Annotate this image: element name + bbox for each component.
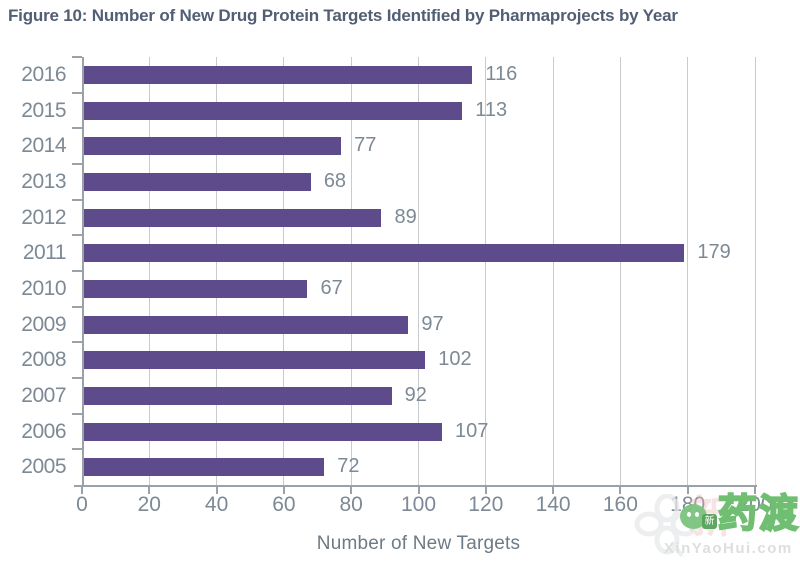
x-tick-label-140: 140 bbox=[535, 493, 571, 516]
x-tick-label-20: 20 bbox=[137, 493, 161, 516]
watermark-badge-icon: 新 bbox=[702, 514, 717, 529]
x-axis-tick-160 bbox=[619, 487, 622, 494]
y-tick-label-2010: 2010 bbox=[21, 276, 66, 300]
y-tick-label-2007: 2007 bbox=[21, 383, 66, 407]
bubble-eye-right bbox=[695, 512, 699, 517]
y-axis-line bbox=[82, 57, 84, 487]
y-tick-label-2008: 2008 bbox=[21, 348, 66, 372]
y-tick-label-2015: 2015 bbox=[21, 98, 66, 122]
x-tick-label-120: 120 bbox=[468, 493, 504, 516]
bar-2005 bbox=[82, 458, 325, 477]
x-axis-tick-60 bbox=[282, 487, 285, 494]
x-axis-line bbox=[74, 485, 757, 487]
bar-2009 bbox=[82, 315, 409, 334]
gridline-x-200 bbox=[754, 57, 756, 485]
gridline-x-160 bbox=[619, 57, 621, 485]
bar-2012 bbox=[82, 208, 382, 227]
value-label-2007: 92 bbox=[404, 383, 427, 406]
y-axis-tick bbox=[72, 127, 82, 130]
x-axis-tick-180 bbox=[686, 487, 689, 494]
gridline-x-60 bbox=[283, 57, 285, 485]
gridline-x-180 bbox=[687, 57, 689, 485]
watermark-url-text: XinYaoHui.com bbox=[664, 540, 793, 557]
bar-2008 bbox=[82, 351, 426, 370]
value-label-2009: 97 bbox=[421, 312, 444, 335]
y-axis-tick bbox=[72, 270, 82, 272]
bar-2011 bbox=[82, 244, 685, 263]
x-tick-label-40: 40 bbox=[204, 493, 229, 516]
x-axis-tick-0 bbox=[81, 487, 83, 494]
y-axis-tick bbox=[72, 377, 82, 379]
x-axis-tick-80 bbox=[350, 487, 353, 494]
bubble-eye-left bbox=[687, 512, 691, 517]
y-axis-tick bbox=[72, 448, 82, 451]
value-label-2011: 179 bbox=[697, 241, 731, 264]
x-axis-tick-200 bbox=[754, 487, 756, 494]
y-axis-tick bbox=[72, 198, 82, 201]
value-label-2010: 67 bbox=[320, 276, 343, 299]
bar-2013 bbox=[82, 172, 311, 191]
y-axis-tick bbox=[72, 234, 82, 237]
bar-2006 bbox=[82, 422, 443, 441]
gridline-x-80 bbox=[350, 57, 352, 485]
value-label-2005: 72 bbox=[337, 455, 360, 478]
x-tick-label-200: 200 bbox=[737, 493, 773, 516]
x-axis-tick-140 bbox=[552, 487, 555, 494]
chart-title: Figure 10: Number of New Drug Protein Ta… bbox=[8, 6, 678, 25]
watermark-logo-text: 药渡 bbox=[717, 493, 800, 537]
y-tick-label-2009: 2009 bbox=[21, 312, 66, 336]
x-axis-tick-20 bbox=[148, 487, 151, 494]
watermark: 新 新 药渡 XinYaoHui.com bbox=[630, 488, 800, 566]
value-label-2014: 77 bbox=[354, 134, 377, 157]
gridline-x-120 bbox=[485, 57, 487, 485]
y-axis-tick bbox=[72, 163, 82, 165]
x-tick-label-0: 0 bbox=[76, 493, 88, 516]
y-axis-tick bbox=[72, 341, 82, 344]
bar-2015 bbox=[82, 101, 463, 120]
gridline-x-40 bbox=[216, 57, 218, 485]
bar-2014 bbox=[82, 137, 342, 156]
value-label-2013: 68 bbox=[323, 169, 347, 192]
y-axis-tick bbox=[72, 56, 82, 58]
y-tick-label-2014: 2014 bbox=[21, 134, 66, 158]
y-tick-label-2016: 2016 bbox=[21, 62, 66, 86]
x-tick-label-100: 100 bbox=[400, 493, 437, 516]
value-label-2016: 116 bbox=[485, 62, 518, 85]
value-label-2006: 107 bbox=[455, 419, 489, 442]
y-tick-label-2006: 2006 bbox=[21, 419, 66, 443]
y-tick-label-2011: 2011 bbox=[22, 241, 67, 265]
y-tick-label-2012: 2012 bbox=[21, 205, 66, 229]
plot-area bbox=[82, 57, 756, 485]
value-label-2015: 113 bbox=[475, 98, 508, 121]
y-axis-tick bbox=[72, 305, 82, 308]
bar-2007 bbox=[82, 386, 392, 405]
value-label-2012: 89 bbox=[394, 205, 417, 228]
y-axis-tick bbox=[72, 412, 82, 415]
bar-2010 bbox=[82, 279, 308, 298]
x-tick-label-160: 160 bbox=[602, 493, 638, 516]
gridline-x-20 bbox=[148, 57, 150, 485]
y-tick-label-2013: 2013 bbox=[21, 169, 66, 193]
value-label-2008: 102 bbox=[438, 348, 472, 371]
x-axis-tick-120 bbox=[484, 487, 487, 494]
x-tick-label-60: 60 bbox=[272, 493, 296, 516]
y-axis-tick bbox=[72, 91, 82, 94]
y-tick-label-2005: 2005 bbox=[21, 455, 66, 479]
x-axis-tick-100 bbox=[417, 487, 420, 494]
x-axis-tick-40 bbox=[215, 487, 218, 494]
x-axis-title: Number of New Targets bbox=[316, 533, 521, 554]
x-tick-label-80: 80 bbox=[339, 493, 363, 516]
gridline-x-100 bbox=[418, 57, 419, 485]
bar-2016 bbox=[82, 65, 473, 84]
gridline-x-140 bbox=[552, 57, 554, 485]
